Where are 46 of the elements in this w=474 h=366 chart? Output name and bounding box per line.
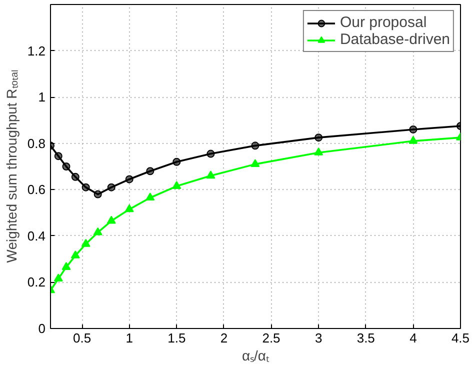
point [124,204,134,212]
point [409,125,418,134]
point [81,238,90,247]
point [54,152,62,160]
x-tick-label: 0.5 [73,330,92,346]
y-tick-label: 0.6 [27,182,46,198]
point [314,134,323,142]
legend-label: Database-driven [340,31,450,48]
point [172,181,182,189]
x-tick-label: 1 [126,330,133,346]
point [146,167,154,176]
point [251,142,260,150]
point [70,250,80,258]
point [71,172,80,181]
point [93,227,102,236]
point [54,274,63,282]
x-tick-label: 2 [220,330,228,346]
point [62,162,70,170]
point [62,262,71,270]
point [206,170,216,179]
x-tick-label: 2.5 [262,330,280,346]
x-tick-label: 3 [314,330,322,346]
point [125,175,134,184]
y-tick-label: 0.2 [27,274,46,290]
point [107,183,116,192]
point [82,183,90,192]
x-axis-title: αₛ/αₜ [242,348,270,364]
x-tick-label: 3.5 [356,330,375,346]
point [106,216,116,224]
point [94,190,102,198]
legend-label: Our proposal [340,14,427,31]
x-tick-label: 4 [410,330,417,346]
y-tick-label: 0.4 [27,228,46,244]
y-tick-label: 1.2 [27,43,46,58]
point [146,192,155,201]
y-tick-label: 0 [38,321,46,336]
y-tick-label: 1 [38,90,46,105]
point [206,150,215,158]
point [314,147,324,156]
point [172,158,181,166]
y-tick-label: 0.8 [27,136,46,151]
x-tick-label: 1.5 [168,330,186,346]
x-tick-label: 4.5 [451,330,470,346]
y-axis-title: Weighted sum throughput Rₜₒₜₐₗ [3,70,20,263]
point [408,136,418,144]
point [250,159,260,167]
